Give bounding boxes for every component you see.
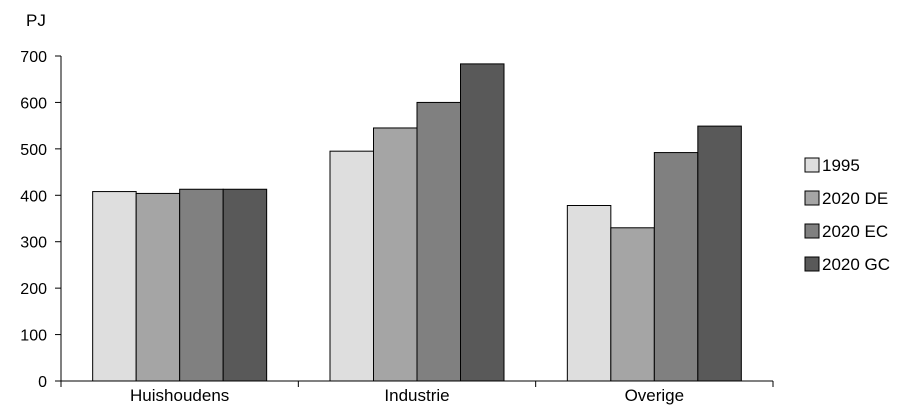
x-category-label: Overige xyxy=(625,386,685,405)
x-category-label: Industrie xyxy=(384,386,449,405)
bar xyxy=(179,188,224,382)
legend-label: 1995 xyxy=(822,156,860,175)
y-tick-label: 300 xyxy=(20,235,47,252)
bar xyxy=(653,152,699,382)
y-tick-label: 500 xyxy=(20,142,47,159)
y-unit-label: PJ xyxy=(26,11,46,30)
bar xyxy=(135,192,181,382)
bar xyxy=(373,127,418,382)
bar xyxy=(222,188,268,382)
bar xyxy=(416,101,461,382)
x-axis-labels: Huishoudens Industrie Overige xyxy=(130,386,684,405)
bar xyxy=(610,227,655,382)
legend-label: 2020 DE xyxy=(822,189,888,208)
legend-label: 2020 GC xyxy=(822,255,890,274)
y-tick-label: 400 xyxy=(20,188,47,205)
bar xyxy=(460,63,505,382)
legend-swatch xyxy=(804,190,820,206)
bar xyxy=(566,205,612,382)
legend-label: 2020 EC xyxy=(822,222,888,241)
bar xyxy=(329,150,374,382)
bar xyxy=(92,191,137,382)
y-tick-label: 700 xyxy=(20,49,47,66)
legend-swatch xyxy=(804,157,820,173)
bars xyxy=(92,63,742,382)
legend-swatch xyxy=(804,223,820,239)
legend: 1995 2020 DE 2020 EC 2020 GC xyxy=(804,156,890,274)
y-tick-label: 600 xyxy=(20,95,47,112)
bar xyxy=(697,125,742,382)
y-tick-label: 0 xyxy=(38,374,47,391)
y-tick-label: 200 xyxy=(20,281,47,298)
x-category-label: Huishoudens xyxy=(130,386,229,405)
y-tick-label: 100 xyxy=(20,328,47,345)
legend-swatch xyxy=(804,256,820,272)
y-axis-ticks: 0 100 200 300 400 500 600 700 xyxy=(20,49,61,391)
axes xyxy=(60,56,774,387)
